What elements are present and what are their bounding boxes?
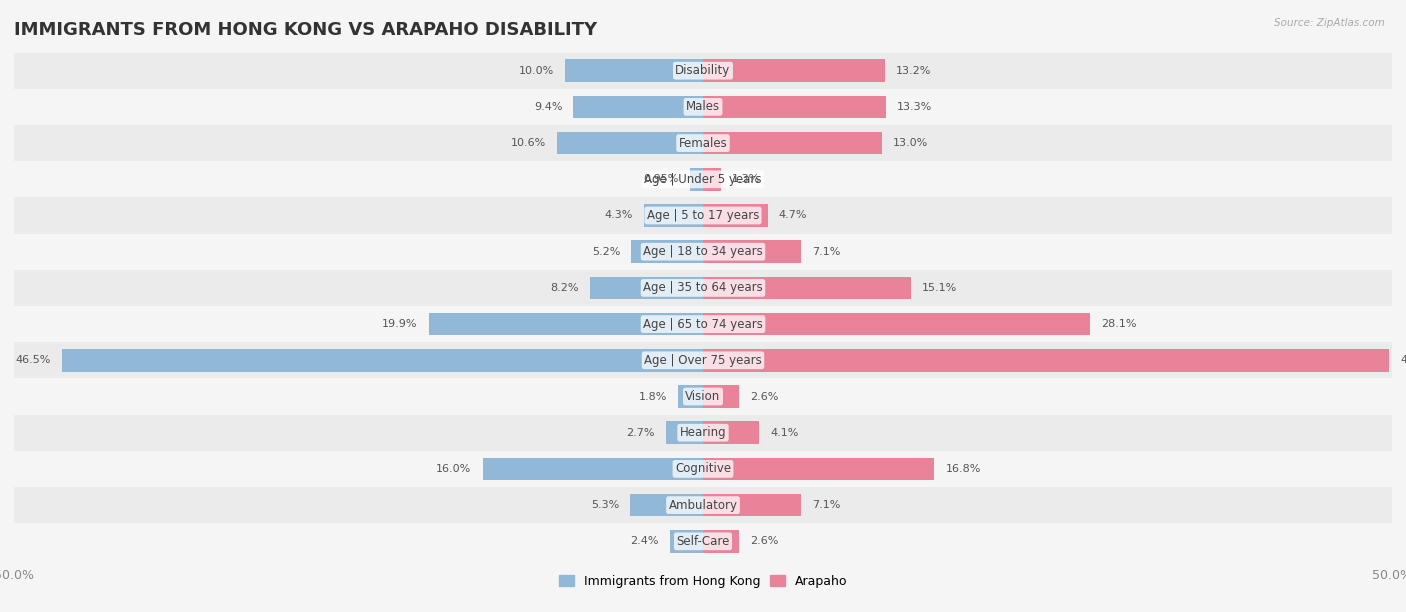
Bar [703, 204, 768, 226]
Bar [630, 494, 703, 517]
Bar [703, 241, 801, 263]
Bar [703, 349, 1389, 371]
Text: 10.0%: 10.0% [519, 65, 554, 76]
Text: 8.2%: 8.2% [551, 283, 579, 293]
Bar [14, 270, 1392, 306]
Bar [557, 132, 703, 154]
Text: Age | 18 to 34 years: Age | 18 to 34 years [643, 245, 763, 258]
Text: Ambulatory: Ambulatory [668, 499, 738, 512]
Text: Self-Care: Self-Care [676, 535, 730, 548]
Text: Disability: Disability [675, 64, 731, 77]
Bar [62, 349, 703, 371]
Bar [14, 487, 1392, 523]
Bar [14, 342, 1392, 378]
Text: Age | Under 5 years: Age | Under 5 years [644, 173, 762, 186]
Text: 16.0%: 16.0% [436, 464, 471, 474]
Bar [14, 378, 1392, 414]
Bar [14, 198, 1392, 234]
Bar [14, 53, 1392, 89]
Text: 1.8%: 1.8% [638, 392, 668, 401]
Text: Source: ZipAtlas.com: Source: ZipAtlas.com [1274, 18, 1385, 28]
Text: 46.5%: 46.5% [15, 356, 51, 365]
Text: 15.1%: 15.1% [922, 283, 957, 293]
Bar [14, 451, 1392, 487]
Text: 10.6%: 10.6% [510, 138, 546, 148]
Text: 2.4%: 2.4% [630, 536, 659, 547]
Text: 49.8%: 49.8% [1400, 356, 1406, 365]
Bar [631, 241, 703, 263]
Text: 7.1%: 7.1% [811, 500, 841, 510]
Text: Age | 5 to 17 years: Age | 5 to 17 years [647, 209, 759, 222]
Bar [703, 386, 738, 408]
Bar [703, 59, 884, 82]
Text: 2.7%: 2.7% [626, 428, 655, 438]
Text: 4.1%: 4.1% [770, 428, 799, 438]
Bar [703, 277, 911, 299]
Bar [14, 89, 1392, 125]
Text: Age | 35 to 64 years: Age | 35 to 64 years [643, 282, 763, 294]
Bar [14, 125, 1392, 161]
Text: Cognitive: Cognitive [675, 463, 731, 476]
Bar [644, 204, 703, 226]
Text: Age | Over 75 years: Age | Over 75 years [644, 354, 762, 367]
Text: 9.4%: 9.4% [534, 102, 562, 112]
Bar [703, 422, 759, 444]
Bar [703, 132, 882, 154]
Bar [574, 95, 703, 118]
Bar [565, 59, 703, 82]
Bar [591, 277, 703, 299]
Bar [14, 161, 1392, 198]
Text: 1.3%: 1.3% [733, 174, 761, 184]
Bar [666, 422, 703, 444]
Text: IMMIGRANTS FROM HONG KONG VS ARAPAHO DISABILITY: IMMIGRANTS FROM HONG KONG VS ARAPAHO DIS… [14, 21, 598, 39]
Text: 19.9%: 19.9% [382, 319, 418, 329]
Bar [429, 313, 703, 335]
Text: 5.3%: 5.3% [591, 500, 619, 510]
Text: 0.95%: 0.95% [644, 174, 679, 184]
Text: 4.7%: 4.7% [779, 211, 807, 220]
Text: 13.3%: 13.3% [897, 102, 932, 112]
Bar [14, 523, 1392, 559]
Bar [690, 168, 703, 190]
Bar [703, 313, 1090, 335]
Text: 5.2%: 5.2% [592, 247, 620, 256]
Text: 7.1%: 7.1% [811, 247, 841, 256]
Text: 4.3%: 4.3% [605, 211, 633, 220]
Text: 2.6%: 2.6% [749, 392, 779, 401]
Legend: Immigrants from Hong Kong, Arapaho: Immigrants from Hong Kong, Arapaho [554, 570, 852, 593]
Text: Age | 65 to 74 years: Age | 65 to 74 years [643, 318, 763, 330]
Text: 13.0%: 13.0% [893, 138, 928, 148]
Bar [703, 168, 721, 190]
Bar [703, 95, 886, 118]
Text: Vision: Vision [685, 390, 721, 403]
Text: 2.6%: 2.6% [749, 536, 779, 547]
Text: Males: Males [686, 100, 720, 113]
Text: 13.2%: 13.2% [896, 65, 931, 76]
Bar [703, 530, 738, 553]
Bar [482, 458, 703, 480]
Bar [14, 414, 1392, 451]
Bar [669, 530, 703, 553]
Bar [678, 386, 703, 408]
Text: 16.8%: 16.8% [945, 464, 981, 474]
Bar [703, 458, 935, 480]
Text: Hearing: Hearing [679, 426, 727, 439]
Bar [14, 306, 1392, 342]
Text: Females: Females [679, 136, 727, 149]
Text: 28.1%: 28.1% [1101, 319, 1136, 329]
Bar [14, 234, 1392, 270]
Bar [703, 494, 801, 517]
